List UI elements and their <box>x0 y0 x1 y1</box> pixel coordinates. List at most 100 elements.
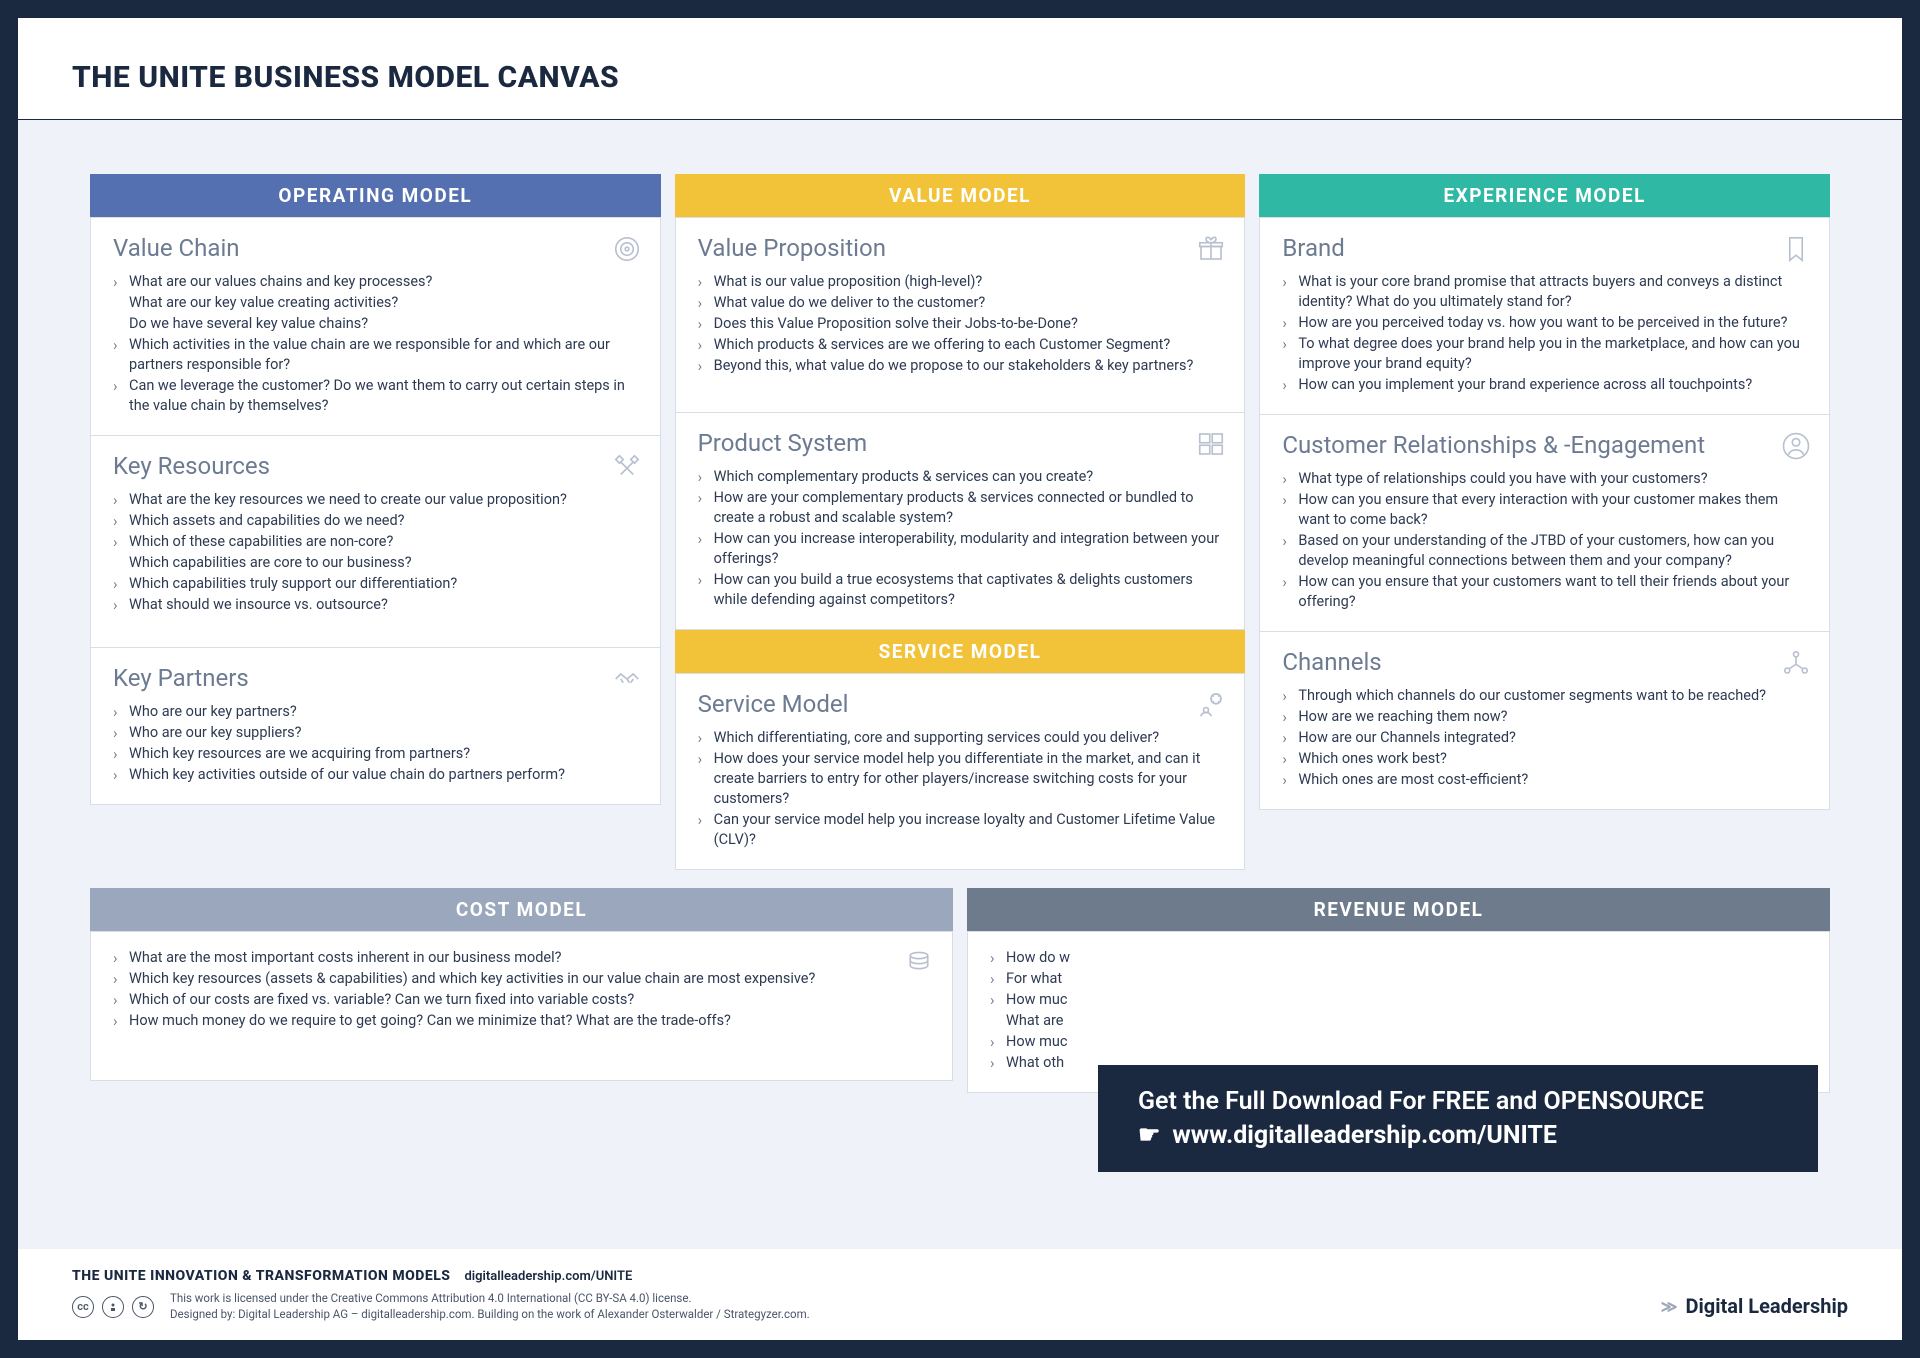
question-item: Beyond this, what value do we propose to… <box>698 356 1223 376</box>
service-header: SERVICE MODEL <box>675 630 1246 673</box>
tools-icon <box>612 452 642 482</box>
main-grid: OPERATING MODEL Value ChainWhat are our … <box>90 174 1830 870</box>
operating-header: OPERATING MODEL <box>90 174 661 217</box>
overlay-line-2: ☛ www.digitalleadership.com/UNITE <box>1138 1120 1778 1150</box>
question-item: How can you increase interoperability, m… <box>698 529 1223 569</box>
footer-link[interactable]: digitalleadership.com/UNITE <box>464 1269 632 1284</box>
question-item: Who are our key partners? <box>113 702 638 722</box>
card-title: Key Resources <box>113 452 638 480</box>
question-item: Through which channels do our customer s… <box>1282 686 1807 706</box>
question-item: Which key resources are we acquiring fro… <box>113 744 638 764</box>
cc-by-icon <box>102 1296 124 1318</box>
person-circle-icon <box>1781 431 1811 461</box>
brand-name: Digital Leadership <box>1686 1294 1848 1318</box>
question-item: What are our values chains and key proce… <box>113 272 638 292</box>
canvas-card: Brand What is your core brand promise tha… <box>1259 217 1830 415</box>
revenue-header: REVENUE MODEL <box>967 888 1830 931</box>
question-item: Which ones are most cost-efficient? <box>1282 770 1807 790</box>
boxes-icon <box>1196 429 1226 459</box>
card-title: Brand <box>1282 234 1807 262</box>
question-item: Which activities in the value chain are … <box>113 335 638 375</box>
operating-column: OPERATING MODEL Value ChainWhat are our … <box>90 174 661 870</box>
footer: THE UNITE INNOVATION & TRANSFORMATION MO… <box>18 1249 1902 1340</box>
target-icon <box>612 234 642 264</box>
question-list: Which differentiating, core and supporti… <box>698 728 1223 850</box>
question-item: Which key resources (assets & capabiliti… <box>113 969 930 989</box>
network-icon <box>1781 648 1811 678</box>
question-item: Can we leverage the customer? Do we want… <box>113 376 638 416</box>
question-item: What are our key value creating activiti… <box>113 293 638 313</box>
question-item: Do we have several key value chains? <box>113 314 638 334</box>
brand-chevron-icon: ≫ <box>1661 1297 1678 1316</box>
question-list: Which complementary products & services … <box>698 467 1223 610</box>
footer-title: THE UNITE INNOVATION & TRANSFORMATION MO… <box>72 1268 450 1284</box>
overlay-url: www.digitalleadership.com/UNITE <box>1172 1121 1557 1150</box>
card-title: Customer Relationships & -Engagement <box>1282 431 1807 459</box>
canvas-card: Product System Which complementary produc… <box>675 413 1246 630</box>
question-list: What are the key resources we need to cr… <box>113 490 638 615</box>
question-item: How can you ensure that every interactio… <box>1282 490 1807 530</box>
question-list: Who are our key partners?Who are our key… <box>113 702 638 785</box>
question-list: What are our values chains and key proce… <box>113 272 638 416</box>
download-overlay[interactable]: Get the Full Download For FREE and OPENS… <box>1098 1065 1818 1172</box>
question-item: What should we insource vs. outsource? <box>113 595 638 615</box>
question-item: Which of our costs are fixed vs. variabl… <box>113 990 930 1010</box>
canvas-card: Channels Through which channels do our cu… <box>1259 632 1830 810</box>
question-item: For what <box>990 969 1807 989</box>
bottom-grid: COST MODEL What are the most important c… <box>90 888 1830 1093</box>
question-item: How muc <box>990 990 1807 1010</box>
cc-sa-icon: ↻ <box>132 1296 154 1318</box>
title-bar: THE UNITE BUSINESS MODEL CANVAS <box>18 18 1902 120</box>
question-item: Who are our key suppliers? <box>113 723 638 743</box>
license-line-2: Designed by: Digital Leadership AG – dig… <box>170 1306 810 1322</box>
card-title: Channels <box>1282 648 1807 676</box>
handshake-icon <box>612 664 642 694</box>
question-list: What is our value proposition (high-leve… <box>698 272 1223 376</box>
question-item: What are the key resources we need to cr… <box>113 490 638 510</box>
gift-icon <box>1196 234 1226 264</box>
pointer-icon: ☛ <box>1138 1121 1160 1150</box>
question-item: Which key activities outside of our valu… <box>113 765 638 785</box>
question-item: How much money do we require to get goin… <box>113 1011 930 1031</box>
question-item: Does this Value Proposition solve their … <box>698 314 1223 334</box>
question-item: How are your complementary products & se… <box>698 488 1223 528</box>
value-header: VALUE MODEL <box>675 174 1246 217</box>
question-item: What is our value proposition (high-leve… <box>698 272 1223 292</box>
question-item: How are we reaching them now? <box>1282 707 1807 727</box>
bookmark-icon <box>1781 234 1811 264</box>
page: THE UNITE BUSINESS MODEL CANVAS OPERATIN… <box>18 18 1902 1340</box>
question-item: Which capabilities truly support our dif… <box>113 574 638 594</box>
revenue-column: REVENUE MODEL How do wFor whatHow mucWha… <box>967 888 1830 1093</box>
question-item: What is your core brand promise that att… <box>1282 272 1807 312</box>
question-item: Which complementary products & services … <box>698 467 1223 487</box>
question-item: Which assets and capabilities do we need… <box>113 511 638 531</box>
question-item: How can you implement your brand experie… <box>1282 375 1807 395</box>
question-item: Which ones work best? <box>1282 749 1807 769</box>
footer-license: This work is licensed under the Creative… <box>170 1290 810 1322</box>
cc-icons: cc ↻ <box>72 1296 154 1318</box>
card-title: Service Model <box>698 690 1223 718</box>
value-column: VALUE MODEL Value PropositionWhat is our… <box>675 174 1246 870</box>
experience-header: EXPERIENCE MODEL <box>1259 174 1830 217</box>
brand-logo: ≫ Digital Leadership <box>1661 1294 1848 1318</box>
question-list: Through which channels do our customer s… <box>1282 686 1807 790</box>
question-item: To what degree does your brand help you … <box>1282 334 1807 374</box>
canvas-card: Value ChainWhat are our values chains an… <box>90 217 661 436</box>
question-item: Which differentiating, core and supporti… <box>698 728 1223 748</box>
question-item: How do w <box>990 948 1807 968</box>
question-item: What are the most important costs inhere… <box>113 948 930 968</box>
cost-questions: What are the most important costs inhere… <box>113 948 930 1031</box>
question-list: What type of relationships could you hav… <box>1282 469 1807 612</box>
page-title: THE UNITE BUSINESS MODEL CANVAS <box>72 60 1848 95</box>
canvas-card: Key Partners Who are our key partners?Who… <box>90 648 661 805</box>
question-item: Based on your understanding of the JTBD … <box>1282 531 1807 571</box>
question-item: How can you ensure that your customers w… <box>1282 572 1807 612</box>
license-line-1: This work is licensed under the Creative… <box>170 1290 810 1306</box>
card-title: Key Partners <box>113 664 638 692</box>
card-title: Product System <box>698 429 1223 457</box>
cost-column: COST MODEL What are the most important c… <box>90 888 953 1093</box>
question-item: How does your service model help you dif… <box>698 749 1223 809</box>
question-item: Which products & services are we offerin… <box>698 335 1223 355</box>
canvas-card: Service Model Which differentiating, core… <box>675 673 1246 870</box>
question-item: Can your service model help you increase… <box>698 810 1223 850</box>
